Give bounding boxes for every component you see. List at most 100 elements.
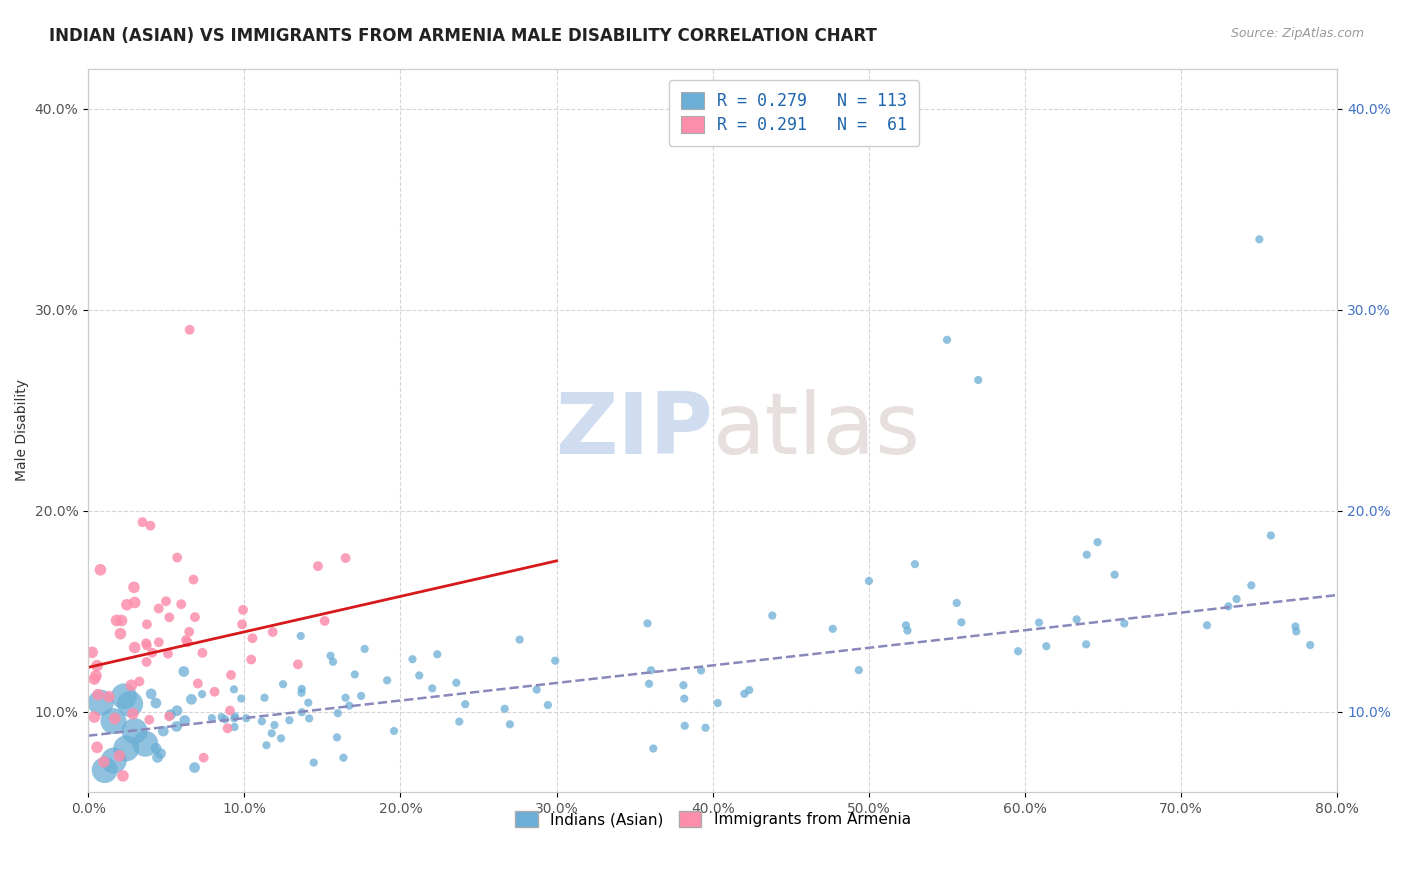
Point (672, 678, 695, 692)
Point (204, 684, 226, 698)
Point (122, 580, 145, 594)
Point (240, 652, 263, 666)
Point (1285, 624, 1308, 639)
Point (936, 333, 959, 347)
Point (135, 617, 157, 632)
Point (141, 687, 163, 701)
Point (231, 691, 253, 706)
Point (1076, 548, 1098, 562)
Point (733, 687, 755, 701)
Point (174, 633, 197, 648)
Point (278, 713, 301, 727)
Point (1066, 612, 1088, 626)
Point (271, 677, 294, 691)
Point (86, 658, 108, 673)
Point (146, 750, 169, 764)
Point (332, 750, 354, 764)
Point (231, 617, 253, 632)
Point (87, 688, 110, 702)
Point (159, 707, 181, 722)
Text: ZIP: ZIP (555, 389, 713, 472)
Point (166, 550, 188, 565)
Point (105, 614, 128, 628)
Point (967, 373, 990, 387)
Point (1249, 232, 1271, 246)
Point (1035, 639, 1057, 653)
Point (180, 692, 202, 706)
Text: Source: ZipAtlas.com: Source: ZipAtlas.com (1230, 27, 1364, 40)
Point (1218, 599, 1240, 614)
Point (337, 698, 360, 713)
Point (83, 672, 105, 686)
Point (290, 686, 312, 700)
Point (1225, 592, 1247, 607)
Point (291, 705, 314, 719)
Point (138, 713, 160, 727)
Y-axis label: Male Disability: Male Disability (15, 379, 30, 482)
Point (224, 709, 246, 723)
Point (141, 646, 163, 660)
Point (155, 594, 177, 608)
Point (166, 704, 188, 718)
Point (454, 697, 477, 711)
Point (179, 323, 201, 337)
Point (184, 610, 207, 624)
Point (1260, 528, 1282, 542)
Point (148, 601, 170, 615)
Point (135, 636, 157, 650)
Point (690, 664, 713, 678)
Point (1284, 619, 1306, 633)
Point (179, 624, 201, 639)
Point (110, 614, 132, 628)
Point (177, 635, 200, 649)
Point (290, 629, 312, 643)
Point (139, 518, 162, 533)
Point (408, 668, 430, 682)
Point (446, 675, 468, 690)
Point (1074, 637, 1097, 651)
Point (97, 690, 120, 704)
Point (191, 646, 214, 660)
Point (120, 697, 142, 711)
Point (1087, 535, 1109, 549)
Point (335, 690, 357, 705)
Point (1114, 616, 1136, 631)
Point (112, 690, 135, 704)
Point (1104, 567, 1126, 582)
Point (537, 698, 560, 712)
Point (122, 706, 145, 721)
Point (103, 714, 125, 728)
Point (104, 712, 127, 726)
Point (706, 696, 728, 710)
Point (214, 712, 236, 726)
Point (219, 668, 242, 682)
Point (211, 710, 233, 724)
Point (302, 756, 325, 770)
Point (157, 610, 180, 624)
Point (166, 719, 188, 733)
Point (262, 625, 284, 640)
Point (187, 676, 209, 690)
Point (544, 654, 567, 668)
Point (253, 690, 276, 705)
Point (1240, 578, 1263, 592)
Point (335, 551, 357, 566)
Point (509, 632, 531, 647)
Point (135, 639, 157, 653)
Point (297, 696, 319, 710)
Point (314, 614, 336, 628)
Point (1195, 618, 1218, 632)
Point (108, 748, 131, 763)
Point (124, 595, 146, 609)
Point (526, 682, 548, 697)
Point (287, 657, 309, 672)
Point (894, 618, 917, 632)
Point (131, 515, 153, 529)
Point (256, 738, 278, 752)
Point (298, 711, 321, 725)
Point (449, 714, 471, 729)
Text: INDIAN (ASIAN) VS IMMIGRANTS FROM ARMENIA MALE DISABILITY CORRELATION CHART: INDIAN (ASIAN) VS IMMIGRANTS FROM ARMENI… (49, 27, 877, 45)
Point (183, 573, 205, 587)
Point (1299, 638, 1322, 652)
Point (124, 724, 146, 739)
